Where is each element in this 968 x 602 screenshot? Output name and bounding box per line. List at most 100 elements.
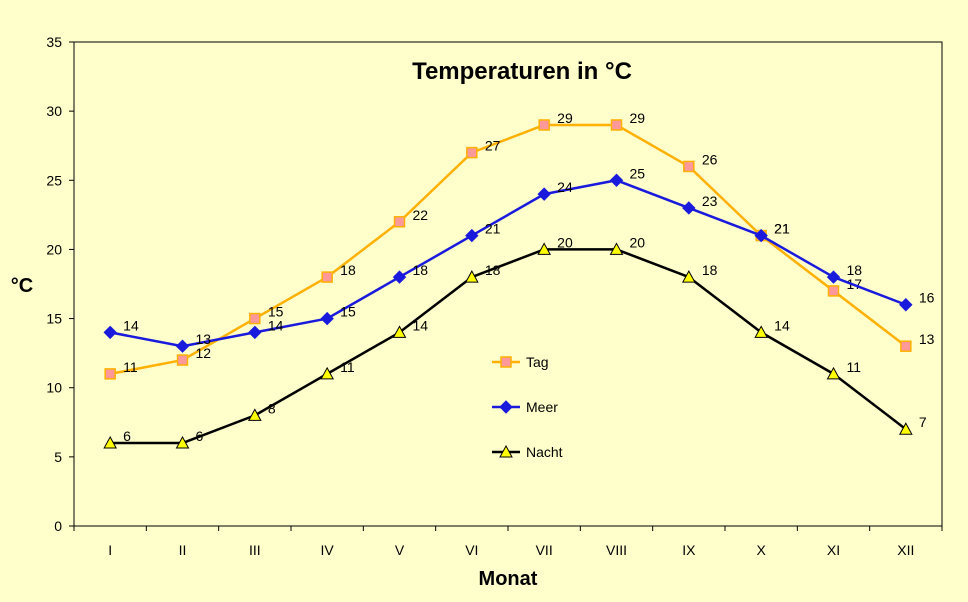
legend-marker-nacht <box>499 444 513 458</box>
data-label-meer: 15 <box>340 304 356 320</box>
data-label-meer: 16 <box>919 290 935 306</box>
data-label-tag: 13 <box>919 331 935 347</box>
data-label-nacht: 20 <box>557 234 573 250</box>
marker-meer <box>320 311 334 326</box>
legend: Tag Meer Nacht <box>492 354 563 460</box>
data-label-meer: 14 <box>123 317 139 333</box>
legend-label-nacht: Nacht <box>526 444 563 460</box>
marker-meer <box>537 187 551 201</box>
data-label-tag: 27 <box>485 138 501 154</box>
chart-title: Temperaturen in °C <box>412 58 632 85</box>
data-label-tag: 11 <box>123 359 138 375</box>
marker-tag <box>610 119 623 131</box>
marker-nacht <box>681 270 696 283</box>
series-line-nacht <box>110 248 907 445</box>
x-tick-label: III <box>249 542 261 558</box>
marker-tag <box>827 285 840 297</box>
x-axis-title: Monat <box>479 568 538 590</box>
data-label-tag: 12 <box>196 345 212 361</box>
data-label-tag: 29 <box>630 110 646 126</box>
marker-tag <box>321 271 333 283</box>
data-label-tag: 22 <box>413 207 429 223</box>
series-line-tag <box>109 123 907 376</box>
data-label-nacht: 8 <box>268 400 276 416</box>
marker-nacht <box>537 242 552 255</box>
data-label-meer: 23 <box>702 193 718 209</box>
y-axis-title: °C <box>11 275 33 297</box>
x-axis: I II III IV V VI VII VIII IX X XI XII <box>73 526 943 558</box>
marker-meer <box>465 228 479 243</box>
x-tick-label: VII <box>536 542 553 558</box>
marker-tag <box>466 146 478 159</box>
series-line-meer <box>109 179 907 348</box>
marker-tag <box>538 119 550 131</box>
data-label-tag: 21 <box>774 221 790 237</box>
data-label-tag: 29 <box>557 110 573 126</box>
y-tick-label: 30 <box>46 103 62 119</box>
data-label-meer: 13 <box>196 331 212 347</box>
x-tick-label: IX <box>682 542 696 558</box>
data-label-meer: 24 <box>557 179 573 195</box>
marker-nacht <box>826 366 841 380</box>
y-tick-label: 5 <box>54 449 62 465</box>
x-tick-label: X <box>756 542 766 558</box>
data-label-tag: 18 <box>340 262 356 278</box>
y-tick-label: 10 <box>46 380 62 396</box>
marker-nacht <box>320 366 335 380</box>
data-label-meer: 21 <box>774 221 790 237</box>
y-tick-label: 25 <box>46 172 62 188</box>
y-tick-label: 15 <box>46 311 62 327</box>
marker-nacht <box>898 422 913 435</box>
marker-meer <box>754 228 768 243</box>
y-tick-label: 35 <box>46 34 62 50</box>
x-tick-label: I <box>108 542 112 558</box>
legend-marker-tag <box>500 356 512 368</box>
marker-meer <box>899 298 913 312</box>
x-tick-label: XI <box>827 542 840 558</box>
data-label-meer: 21 <box>485 221 501 237</box>
y-axis: 0 5 10 15 20 25 30 35 <box>46 34 74 534</box>
legend-item-tag: Tag <box>492 354 549 370</box>
data-label-nacht: 20 <box>630 234 646 250</box>
data-label-meer: 18 <box>847 262 863 278</box>
marker-meer <box>682 201 696 215</box>
data-label-nacht: 6 <box>123 428 131 444</box>
legend-marker-meer <box>499 400 513 414</box>
data-label-nacht: 11 <box>847 359 862 375</box>
y-tick-label: 0 <box>54 518 62 534</box>
data-label-meer: 18 <box>413 262 429 278</box>
series-nacht: 6 6 8 11 14 18 20 20 18 14 11 7 <box>103 234 927 449</box>
marker-nacht <box>754 325 769 338</box>
marker-tag <box>176 354 189 366</box>
marker-nacht <box>392 325 407 338</box>
data-label-nacht: 14 <box>413 317 429 333</box>
x-tick-label: VIII <box>606 542 627 558</box>
x-tick-label: II <box>179 542 187 558</box>
marker-tag <box>104 368 116 380</box>
data-label-nacht: 18 <box>702 262 718 278</box>
legend-label-tag: Tag <box>526 354 549 370</box>
x-tick-label: V <box>395 542 405 558</box>
marker-meer <box>103 325 117 340</box>
x-tick-label: XII <box>897 542 914 558</box>
data-label-nacht: 6 <box>196 428 204 444</box>
x-tick-label: VI <box>465 542 478 558</box>
marker-nacht <box>175 435 190 449</box>
y-tick-label: 20 <box>46 241 62 257</box>
marker-meer <box>392 270 407 284</box>
data-label-meer: 14 <box>268 317 284 333</box>
data-label-nacht: 11 <box>340 359 355 375</box>
data-label-nacht: 7 <box>919 414 927 430</box>
marker-meer <box>248 325 262 340</box>
x-tick-label: IV <box>321 542 335 558</box>
data-label-tag: 26 <box>702 151 718 167</box>
data-label-nacht: 14 <box>774 317 790 333</box>
data-label-nacht: 18 <box>485 262 501 278</box>
data-label-tag: 15 <box>268 304 284 320</box>
marker-tag <box>249 312 261 325</box>
marker-nacht <box>609 242 624 255</box>
